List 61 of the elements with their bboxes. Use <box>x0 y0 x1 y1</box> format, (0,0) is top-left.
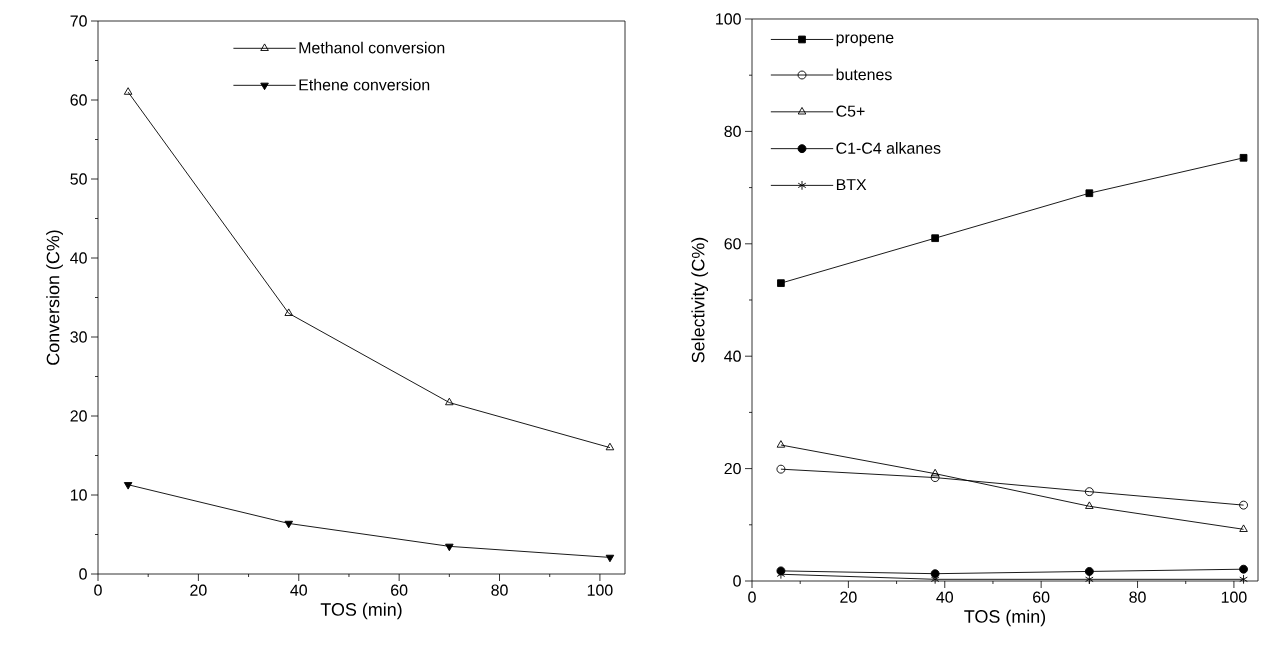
y-tick-label: 20 <box>70 410 87 422</box>
y-tick-label: 0 <box>733 575 741 587</box>
point <box>123 87 133 95</box>
x-tick-label: 40 <box>290 584 307 596</box>
x-tick-label: 20 <box>190 584 207 596</box>
point <box>605 554 615 563</box>
y-tick-label: 80 <box>724 125 741 138</box>
y-tick-label: 100 <box>716 13 741 25</box>
x-tick-label: 0 <box>748 591 756 603</box>
point <box>123 482 133 490</box>
y-tick-label: 10 <box>70 489 87 501</box>
y-tick-label: 60 <box>724 238 741 250</box>
y-tick-label: 50 <box>70 173 87 185</box>
y-tick-label: 0 <box>79 568 87 580</box>
x-tick-label: 20 <box>840 591 857 603</box>
point <box>445 397 454 406</box>
legend-label: C1-C4 alkanes <box>836 142 941 154</box>
point <box>1239 500 1248 510</box>
point <box>1084 567 1094 576</box>
x-axis-title: TOS (min) <box>320 602 402 620</box>
x-tick-label: 80 <box>491 584 508 596</box>
point <box>931 234 939 243</box>
point <box>284 520 293 529</box>
x-tick-label: 100 <box>587 584 613 596</box>
point <box>1085 574 1094 585</box>
legend-label: BTX <box>836 179 867 191</box>
legend-label: propene <box>836 34 894 47</box>
y-tick-label: 20 <box>724 462 741 475</box>
y-tick-label: 60 <box>70 94 87 106</box>
y-tick-label: 70 <box>70 15 87 27</box>
x-tick-label: 40 <box>936 591 954 603</box>
legend-label: butenes <box>836 68 892 81</box>
x-tick-label: 80 <box>1129 591 1146 603</box>
x-tick-label: 60 <box>391 584 408 596</box>
legend-label: Methanol conversion <box>299 41 445 54</box>
point <box>1239 564 1248 574</box>
y-axis-title: Selectivity (C%) <box>691 237 709 363</box>
x-tick-label: 100 <box>1221 591 1247 603</box>
point <box>284 308 293 316</box>
point <box>930 473 940 483</box>
point <box>1085 501 1094 509</box>
point <box>1239 574 1248 585</box>
y-tick-label: 40 <box>70 252 87 264</box>
point <box>605 442 615 451</box>
point <box>776 440 786 448</box>
point <box>1085 189 1094 198</box>
point <box>930 468 940 477</box>
point <box>1239 153 1248 162</box>
x-tick-label: 60 <box>1033 591 1050 603</box>
x-axis-title: TOS (min) <box>964 609 1046 627</box>
x-tick-label: 0 <box>94 584 102 596</box>
point <box>1084 487 1094 497</box>
point <box>445 543 454 552</box>
point <box>1239 524 1248 532</box>
legend-label: C5+ <box>836 105 865 117</box>
y-tick-label: 40 <box>724 350 741 362</box>
point <box>777 279 785 287</box>
y-axis-title: Conversion (C%) <box>46 230 63 365</box>
y-tick-label: 30 <box>70 331 87 343</box>
point <box>776 464 786 474</box>
legend-label: Ethene conversion <box>299 78 430 91</box>
